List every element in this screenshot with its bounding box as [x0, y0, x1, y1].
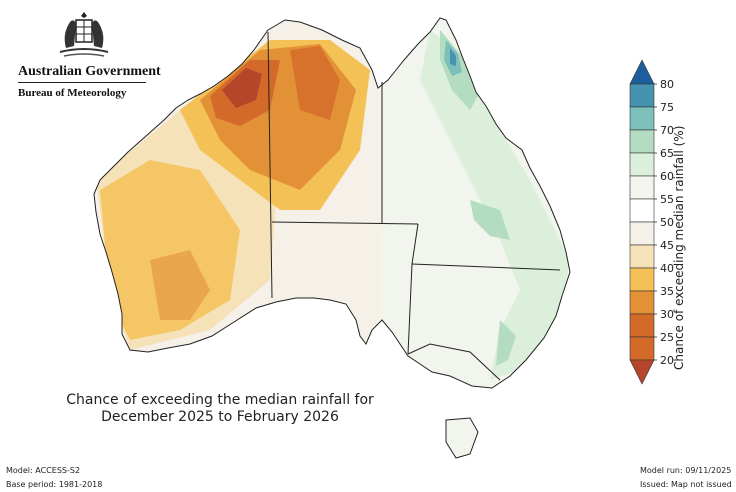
legend-segment	[629, 244, 655, 269]
title-divider	[18, 82, 146, 83]
caption-line-1: Chance of exceeding the median rainfall …	[66, 392, 374, 408]
model-label: Model: ACCESS-S2	[6, 466, 81, 475]
legend-segment	[629, 129, 655, 154]
legend-tick-label: 20	[660, 354, 674, 367]
legend-segment	[629, 221, 655, 246]
legend-colorbar: 20 25 30 35 40 45 50 55 60 65 70 75 80	[629, 59, 674, 385]
legend-tick-label: 80	[660, 78, 674, 91]
model-run-label: Model run: 09/11/2025	[640, 466, 732, 475]
legend-segment	[629, 152, 655, 177]
legend-tick-label: 45	[660, 239, 674, 252]
legend-tick-label: 30	[660, 308, 674, 321]
government-title: Australian Government	[18, 64, 161, 79]
legend-segment	[629, 267, 655, 292]
legend-segment	[629, 290, 655, 315]
legend-segment	[629, 83, 655, 108]
legend-segment	[629, 175, 655, 200]
government-logo: Australian Government Bureau of Meteorol…	[14, 8, 161, 99]
coat-of-arms-icon	[59, 12, 109, 57]
legend-tick-label: 75	[660, 101, 674, 114]
legend-tick-label: 65	[660, 147, 674, 160]
legend-segment	[629, 198, 655, 223]
legend-segment	[629, 359, 655, 385]
legend-tick-label: 60	[660, 170, 674, 183]
legend-tick-label: 70	[660, 124, 674, 137]
legend-segment	[629, 59, 655, 85]
agency-name: Bureau of Meteorology	[18, 87, 127, 99]
caption-line-2: December 2025 to February 2026	[101, 409, 339, 425]
legend-tick-label: 35	[660, 285, 674, 298]
map-caption: Chance of exceeding the median rainfall …	[40, 392, 400, 426]
legend-segment	[629, 313, 655, 338]
legend-segment	[629, 106, 655, 131]
legend-segment	[629, 336, 655, 361]
legend-tick-label: 50	[660, 216, 674, 229]
legend-title: Chance of exceeding median rainfall (%)	[672, 125, 686, 370]
legend-tick-label: 40	[660, 262, 674, 275]
legend-tick-label: 55	[660, 193, 674, 206]
issued-label: Issued: Map not issued	[640, 480, 732, 489]
base-period-label: Base period: 1981-2018	[6, 480, 103, 489]
legend-tick-label: 25	[660, 331, 674, 344]
